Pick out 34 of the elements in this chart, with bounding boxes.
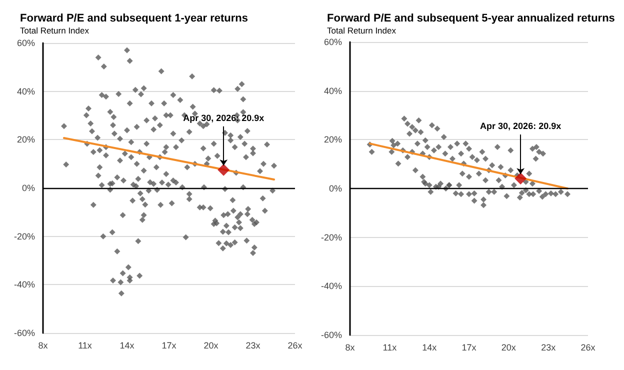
x-tick-label: 20x [501,342,516,352]
y-tick-label: -60% [320,330,342,340]
chart-title: Forward P/E and subsequent 5-year annualized returns [327,12,615,24]
y-tick-label: 20% [324,134,342,145]
y-tick-label: -40% [14,280,35,290]
x-tick-label: 26x [580,342,596,352]
y-tick-label: -20% [320,232,342,242]
annotation: Apr 30, 2026: 20.9x [183,112,264,123]
x-tick-label: 11x [382,342,398,352]
y-tick-label: 40% [16,86,35,96]
y-tick-label: 0% [22,183,35,193]
y-tick-label: 60% [324,37,342,47]
x-tick-label: 20x [204,340,219,350]
x-tick-label: 8x [345,342,356,352]
y-tick-label: 0% [328,184,342,194]
x-tick-label: 26x [288,340,303,350]
y-tick-label: -20% [14,231,35,242]
y-tick-label: 60% [16,38,35,48]
y-tick-label: 20% [16,134,35,145]
x-tick-label: 23x [541,342,556,352]
x-tick-label: 14x [422,342,438,352]
y-tick-label: -40% [320,281,342,292]
x-tick-label: 11x [78,340,92,350]
chart-subtitle: Total Return Index [20,26,90,36]
x-tick-label: 14x [120,340,135,350]
x-tick-label: 8x [38,340,48,350]
y-tick-label: -60% [14,328,35,338]
annotation: Apr 30, 2026: 20.9x [480,121,562,132]
x-tick-label: 17x [162,340,177,350]
x-tick-label: 17x [462,342,477,352]
chart-title: Forward P/E and subsequent 1-year returns [20,12,248,24]
chart-subtitle: Total Return Index [327,26,397,36]
y-tick-label: 40% [324,86,342,96]
x-tick-label: 23x [246,340,261,350]
